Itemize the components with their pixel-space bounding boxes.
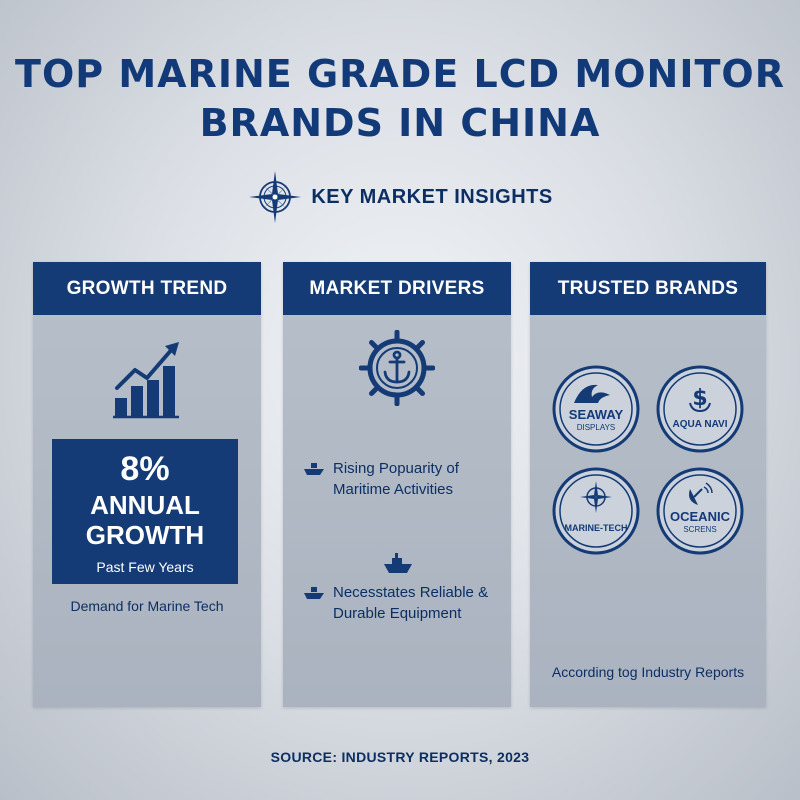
brand-logo-aqua-navi: $ AQUA NAVI (656, 365, 744, 453)
growth-stat-line-2: GROWTH (85, 520, 205, 550)
growth-stat-subtitle: Past Few Years (96, 559, 194, 575)
compass-icon (552, 467, 640, 555)
brand-logo-seaway: SEAWAY DISPLAYS (552, 365, 640, 453)
growth-trend-panel: GROWTH TREND 8% ANNUAL GROWTH Past Few Y… (33, 262, 261, 707)
aqua-navi-name: AQUA NAVI (672, 419, 728, 430)
dollar-anchor-icon: $ (656, 365, 744, 453)
oceanic-sub: SCRENS (683, 525, 717, 534)
brand-logo-marine-tech: MARINE-TECH (552, 467, 640, 555)
title-line-1: TOP MARINE GRADE LCD MONITOR (15, 52, 785, 96)
growth-trend-heading: GROWTH TREND (33, 262, 261, 315)
driver-1-line-1: Rising Popuarity of (333, 460, 459, 477)
wave-icon (552, 365, 640, 453)
svg-text:$: $ (692, 386, 707, 411)
driver-item-maritime-activities: Rising Popuarity of Maritime Activities (303, 458, 503, 500)
seaway-sub: DISPLAYS (576, 423, 616, 432)
seaway-name: SEAWAY (568, 407, 624, 422)
page-title: TOP MARINE GRADE LCD MONITOR BRANDS IN C… (0, 50, 800, 148)
driver-2-line-1: Necesstates Reliable & (333, 584, 489, 601)
trusted-brands-heading: TRUSTED BRANDS (530, 262, 766, 315)
trusted-brands-panel: TRUSTED BRANDS SEAWAY DISPLAYS $ AQUA NA… (530, 262, 766, 707)
growth-caption: Demand for Marine Tech (70, 598, 224, 614)
brand-logo-oceanic: OCEANIC SCRENS (656, 467, 744, 555)
annual-growth-stat: 8% ANNUAL GROWTH Past Few Years (52, 439, 238, 584)
growth-stat-line-1: ANNUAL (90, 490, 200, 520)
key-insights-label: KEY MARKET INSIGHTS (311, 185, 553, 208)
ship-icon (304, 587, 324, 599)
market-drivers-panel: MARKET DRIVERS Rising Popuarity of Marit… (283, 262, 511, 707)
ship-icon (304, 463, 324, 475)
brands-caption: According tog Industry Reports (551, 664, 745, 680)
growth-percent: 8% (120, 450, 170, 488)
driver-1-line-2: Maritime Activities (333, 481, 454, 498)
ship-icon (384, 553, 412, 573)
growth-bar-chart-icon (113, 342, 179, 419)
satellite-dish-icon (656, 467, 744, 555)
source-note: SOURCE: INDUSTRY REPORTS, 2023 (270, 749, 530, 765)
driver-item-reliable-equipment: Necesstates Reliable & Durable Equipment (303, 582, 503, 624)
key-insights-header: KEY MARKET INSIGHTS (0, 171, 800, 223)
marine-tech-name: MARINE-TECH (564, 523, 628, 533)
title-line-2: BRANDS IN CHINA (199, 101, 601, 145)
driver-2-line-2: Durable Equipment (333, 605, 462, 622)
ships-wheel-anchor-icon (359, 330, 435, 406)
oceanic-name: OCEANIC (670, 509, 730, 524)
compass-rose-icon (249, 171, 302, 223)
market-drivers-heading: MARKET DRIVERS (283, 262, 511, 315)
